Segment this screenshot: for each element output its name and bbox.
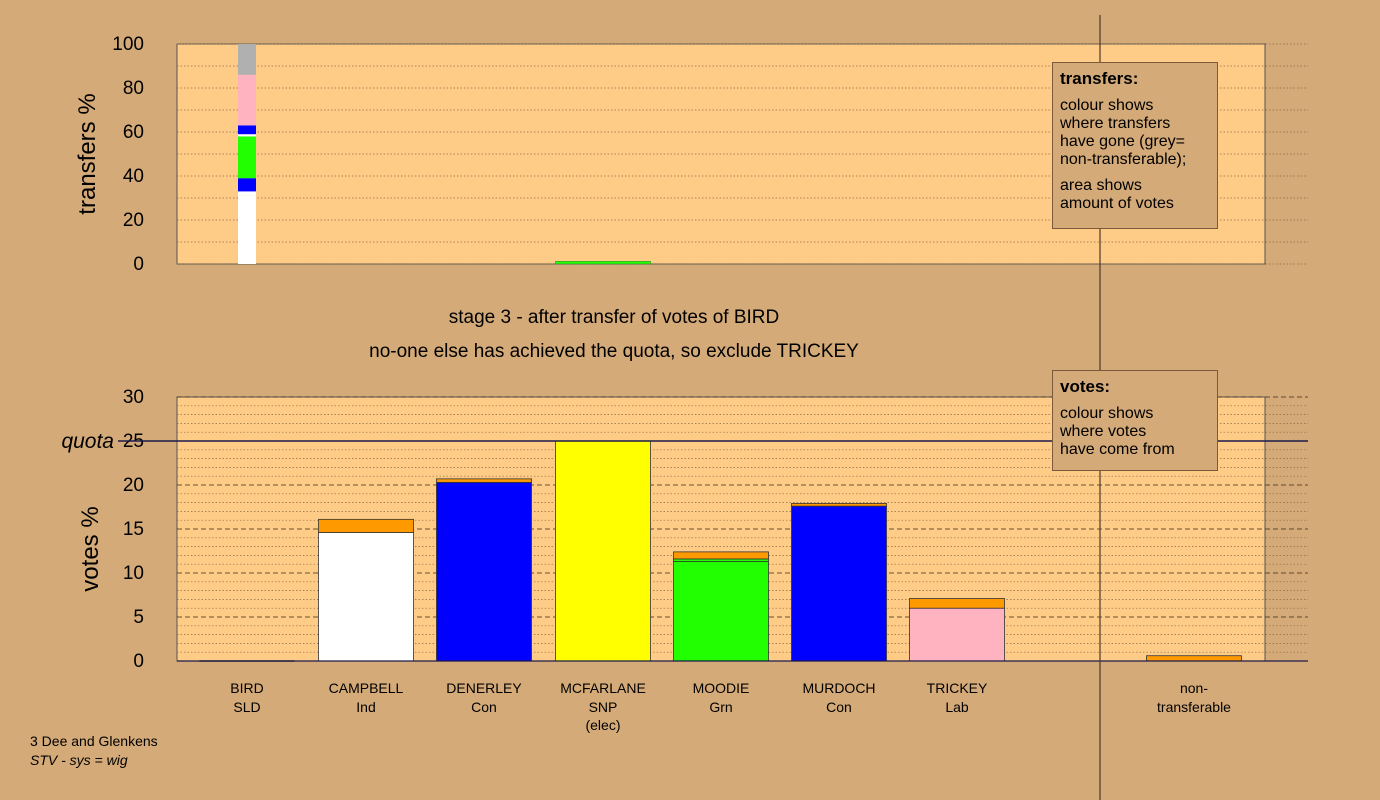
votes-bar-segment bbox=[1146, 655, 1242, 662]
candidate-name: MURDOCH bbox=[802, 680, 875, 696]
candidate-party: Con bbox=[471, 699, 497, 715]
votes-bar-segment bbox=[909, 598, 1005, 609]
candidate-name: CAMPBELL bbox=[329, 680, 404, 696]
votes-tick-label: 5 bbox=[133, 607, 144, 628]
candidate-party: Ind bbox=[356, 699, 375, 715]
quota-label: quota bbox=[61, 430, 114, 453]
candidate-labels: BIRD SLD CAMPBELL Ind DENERLEY Con MCFARLANE SN… bbox=[230, 680, 1231, 733]
candidate-party: Con bbox=[826, 699, 852, 715]
candidate-name: MOODIE bbox=[693, 680, 750, 696]
transfers-bar-segment bbox=[238, 74, 256, 126]
transfers-bar-segment bbox=[238, 125, 256, 135]
candidate-name: MCFARLANE bbox=[560, 680, 646, 696]
votes-legend: votes: colour shows where votes have com… bbox=[1052, 370, 1218, 471]
transfers-tick-label: 20 bbox=[123, 210, 144, 231]
transfers-tick-label: 0 bbox=[133, 254, 144, 275]
transfers-tick-label: 100 bbox=[112, 34, 144, 55]
transfers-bar-segment bbox=[238, 136, 256, 179]
votes-tick-label: 10 bbox=[123, 563, 144, 584]
votes-tick-label: 30 bbox=[123, 387, 144, 408]
votes-axis-label: votes % bbox=[77, 506, 104, 591]
transfers-axis-label: transfers % bbox=[74, 93, 101, 214]
votes-tick-label: 15 bbox=[123, 519, 144, 540]
transfers-bar-segment bbox=[238, 134, 256, 137]
transfers-legend-title: transfers: bbox=[1060, 69, 1139, 88]
votes-bar-segment bbox=[673, 551, 769, 560]
votes-legend-line: where votes bbox=[1060, 423, 1147, 440]
votes-bar-segment bbox=[318, 518, 414, 533]
votes-legend-title: votes: bbox=[1060, 377, 1111, 396]
transfers-bar-segment bbox=[238, 44, 256, 75]
transfers-bar-segment bbox=[238, 191, 256, 196]
transfers-legend-line: colour shows bbox=[1060, 97, 1154, 114]
transfers-tick-label: 80 bbox=[123, 78, 144, 99]
votes-bar-segment bbox=[791, 505, 887, 662]
votes-tick-label: 0 bbox=[133, 651, 144, 672]
candidate-party: SLD bbox=[233, 699, 260, 715]
candidate-note: (elec) bbox=[585, 717, 620, 733]
votes-bar-segment bbox=[791, 503, 887, 507]
votes-bar-segment bbox=[555, 440, 651, 662]
candidate-name: TRICKEY bbox=[927, 680, 988, 696]
votes-bar-segment bbox=[436, 478, 532, 483]
candidate-name: BIRD bbox=[230, 680, 263, 696]
transfers-legend: transfers: colour shows where transfers … bbox=[1052, 62, 1218, 229]
transfers-legend-line: where transfers bbox=[1060, 115, 1171, 132]
transfers-bar-segment bbox=[238, 195, 256, 264]
transfers-bar-segment bbox=[238, 178, 256, 192]
stage-text: stage 3 - after transfer of votes of BIR… bbox=[369, 307, 859, 362]
votes-tick-label: 20 bbox=[123, 475, 144, 496]
footer-system: STV - sys = wig bbox=[30, 752, 128, 768]
nontransferable-label: transferable bbox=[1157, 699, 1231, 715]
votes-bar-segment bbox=[673, 561, 769, 662]
transfers-tick-label: 60 bbox=[123, 122, 144, 143]
candidate-party: SNP bbox=[589, 699, 618, 715]
votes-bar-segment bbox=[318, 532, 414, 662]
candidate-name: DENERLEY bbox=[446, 680, 522, 696]
transfers-bar-segment bbox=[555, 261, 651, 265]
votes-bar-segment bbox=[436, 481, 532, 662]
votes-bar-segment bbox=[909, 607, 1005, 662]
stage-line: no-one else has achieved the quota, so e… bbox=[369, 341, 859, 362]
transfers-legend-line: amount of votes bbox=[1060, 195, 1174, 212]
footer-ward: 3 Dee and Glenkens bbox=[30, 733, 158, 749]
transfers-legend-line: area shows bbox=[1060, 177, 1142, 194]
votes-legend-line: colour shows bbox=[1060, 405, 1154, 422]
transfers-tick-label: 40 bbox=[123, 166, 144, 187]
nontransferable-label: non- bbox=[1180, 680, 1208, 696]
stage-line: stage 3 - after transfer of votes of BIR… bbox=[449, 307, 780, 328]
transfers-legend-line: non-transferable); bbox=[1060, 151, 1187, 168]
candidate-party: Grn bbox=[709, 699, 732, 715]
votes-legend-line: have come from bbox=[1060, 441, 1175, 458]
transfers-legend-line: have gone (grey= bbox=[1060, 133, 1185, 150]
candidate-party: Lab bbox=[945, 699, 969, 715]
